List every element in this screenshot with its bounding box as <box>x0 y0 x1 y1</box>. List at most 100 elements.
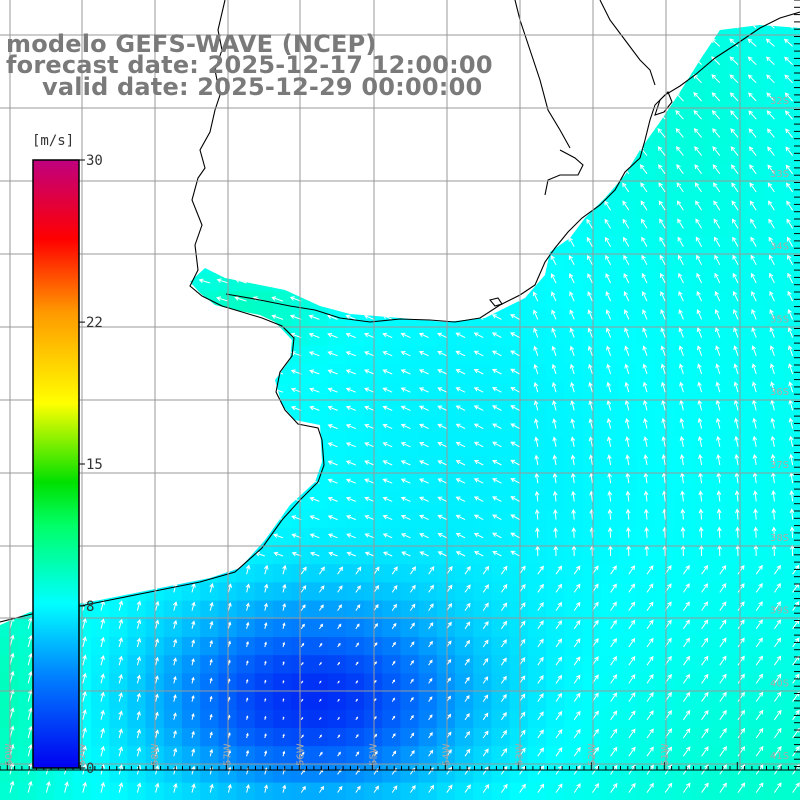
wind-arrow <box>418 150 429 157</box>
wind-arrow <box>641 272 648 284</box>
wind-arrow <box>701 619 709 630</box>
wind-arrow <box>16 224 29 230</box>
wind-arrow <box>573 783 581 793</box>
wind-arrow <box>491 241 502 248</box>
wind-arrow <box>327 387 338 393</box>
wind-arrow <box>419 496 429 502</box>
wind-arrow <box>729 25 739 29</box>
wind-cell <box>473 182 492 201</box>
wind-cell <box>91 782 110 800</box>
wind-cell <box>600 145 620 165</box>
wind-arrow <box>89 479 102 484</box>
wind-arrow <box>735 508 740 520</box>
wind-arrow <box>555 710 563 721</box>
wind-arrow <box>89 424 102 430</box>
wind-cell <box>345 145 365 165</box>
wind-arrow <box>82 617 87 629</box>
wind-cell <box>236 327 256 347</box>
wind-arrow <box>9 725 15 739</box>
wind-cell <box>527 236 547 256</box>
wind-arrow <box>382 351 393 357</box>
wind-arrow <box>534 418 539 429</box>
wind-cell <box>127 236 147 256</box>
wind-arrow <box>108 533 120 539</box>
wind-arrow <box>217 114 229 120</box>
wind-arrow <box>620 74 630 84</box>
wind-cell <box>291 728 310 747</box>
wind-arrow <box>624 399 630 411</box>
wind-arrow <box>464 602 471 611</box>
wind-arrow <box>144 370 156 375</box>
wind-arrow <box>787 272 794 284</box>
wind-cell <box>182 746 201 765</box>
wind-cell <box>163 600 183 620</box>
wind-arrow <box>89 297 102 302</box>
wind-arrow <box>607 490 613 502</box>
wind-arrow <box>555 583 563 593</box>
wind-arrow <box>713 200 721 211</box>
wind-arrow <box>492 478 502 484</box>
wind-arrow <box>400 478 411 484</box>
wind-arrow <box>308 332 320 339</box>
wind-arrow <box>473 514 484 521</box>
wind-arrow <box>696 272 703 284</box>
wind-cell <box>236 709 256 729</box>
wind-arrow <box>309 369 320 375</box>
wind-arrow <box>464 748 471 757</box>
wind-cell <box>600 109 620 128</box>
wind-arrow <box>418 369 429 375</box>
wind-arrow <box>638 92 648 102</box>
wind-cell <box>291 673 310 693</box>
wind-cell <box>655 473 674 492</box>
wind-arrow <box>641 254 648 266</box>
wind-arrow <box>272 187 284 193</box>
wind-cell <box>673 0 692 19</box>
wind-arrow <box>0 79 11 85</box>
wind-cell <box>527 691 547 711</box>
wind-arrow <box>253 242 265 248</box>
wind-cell <box>746 527 765 547</box>
wind-cell <box>400 273 420 292</box>
wind-arrow <box>769 327 775 338</box>
wind-arrow <box>363 241 375 248</box>
wind-arrow <box>464 658 470 666</box>
wind-arrow <box>785 164 794 175</box>
wind-cell <box>709 527 729 547</box>
wind-cell <box>600 546 620 565</box>
wind-arrow <box>391 603 398 611</box>
wind-arrow <box>492 551 502 557</box>
wind-arrow <box>628 782 636 793</box>
wind-arrow <box>623 254 630 266</box>
wind-arrow <box>118 728 123 739</box>
wind-arrow <box>437 5 446 10</box>
wind-cell <box>491 655 511 674</box>
wind-arrow <box>621 128 630 138</box>
longitude-label: 58W <box>150 743 161 766</box>
wind-arrow <box>656 74 666 84</box>
wind-arrow <box>363 168 375 175</box>
wind-cell <box>91 400 110 420</box>
wind-arrow <box>173 712 177 720</box>
wind-arrow <box>607 508 613 520</box>
wind-arrow <box>716 490 722 502</box>
wind-cell <box>200 764 219 784</box>
wind-cell <box>582 546 602 565</box>
wind-cell <box>200 109 219 128</box>
wind-arrow <box>455 532 466 539</box>
wind-arrow <box>355 785 361 793</box>
wind-arrow <box>198 278 211 284</box>
wind-arrow <box>748 146 757 156</box>
wind-arrow <box>773 637 782 648</box>
wind-arrow <box>181 551 193 557</box>
wind-cell <box>728 0 747 19</box>
wind-cell <box>182 109 201 128</box>
wind-arrow <box>27 652 33 666</box>
wind-cell <box>127 618 147 638</box>
wind-cell <box>91 764 110 784</box>
wind-cell <box>400 600 420 620</box>
wind-arrow <box>752 453 758 466</box>
wind-cell <box>491 746 511 765</box>
wind-arrow <box>643 490 649 502</box>
wind-arrow <box>550 218 557 229</box>
wind-arrow <box>510 387 520 393</box>
